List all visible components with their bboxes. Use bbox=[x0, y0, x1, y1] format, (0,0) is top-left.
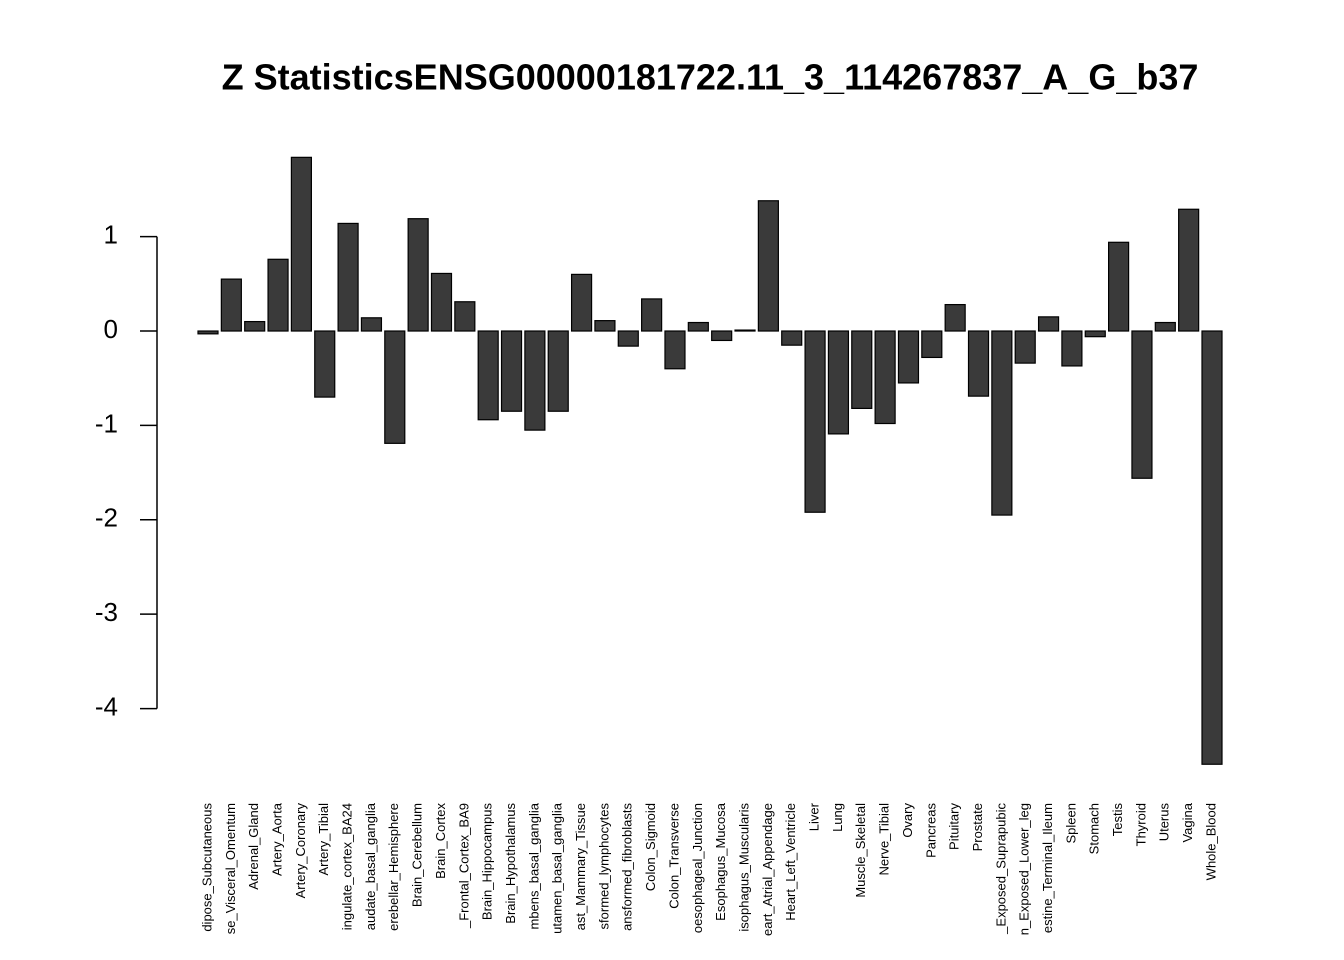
bar bbox=[711, 330, 733, 342]
y-tick-label: -3 bbox=[95, 597, 118, 627]
bar bbox=[944, 303, 966, 332]
x-tick-label: audate_basal_ganglia bbox=[363, 802, 378, 930]
x-tick-label: eart_Atrial_Appendage bbox=[760, 803, 775, 936]
bar bbox=[1037, 316, 1060, 332]
x-tick-label: oesophageal_Junction bbox=[690, 803, 705, 933]
bar bbox=[500, 330, 523, 412]
bar bbox=[991, 330, 1013, 516]
x-tick-label: sformed_lymphocytes bbox=[596, 803, 611, 930]
bar bbox=[454, 301, 476, 332]
bar bbox=[967, 330, 990, 397]
bar bbox=[641, 298, 663, 332]
bar bbox=[570, 273, 593, 332]
y-tick-label: -2 bbox=[95, 503, 118, 533]
bar bbox=[267, 258, 289, 332]
x-tick-label: Lung bbox=[830, 803, 845, 832]
bar bbox=[1014, 330, 1036, 364]
bar bbox=[314, 330, 336, 398]
x-tick-label: Pancreas bbox=[923, 803, 938, 858]
y-tick-label: 1 bbox=[104, 220, 118, 250]
bar bbox=[1201, 330, 1223, 765]
bar bbox=[337, 222, 359, 332]
bar bbox=[734, 329, 756, 332]
x-tick-label: _Exposed_Suprapubic bbox=[993, 803, 1008, 935]
bar bbox=[851, 330, 873, 410]
x-tick-label: Prostate bbox=[970, 803, 985, 851]
x-tick-label: Muscle_Skeletal bbox=[853, 803, 868, 898]
x-tick-label: Esophagus_Mucosa bbox=[713, 802, 728, 921]
x-tick-label: Adrenal_Gland bbox=[246, 803, 261, 890]
bar bbox=[1131, 330, 1153, 479]
bar bbox=[594, 320, 616, 332]
x-tick-label: Pituitary bbox=[947, 803, 962, 850]
x-tick-label: Brain_Cerebellum bbox=[410, 803, 425, 907]
x-tick-label: mbens_basal_ganglia bbox=[526, 802, 541, 929]
y-tick-label: -4 bbox=[95, 691, 118, 721]
x-tick-label: Stomach bbox=[1087, 803, 1102, 854]
x-tick-label: Colon_Sigmoid bbox=[643, 803, 658, 891]
bar bbox=[1061, 330, 1083, 367]
x-tick-label: Nerve_Tibial bbox=[877, 803, 892, 876]
bar bbox=[384, 330, 406, 444]
bar bbox=[360, 317, 383, 332]
bar bbox=[781, 330, 803, 346]
bar bbox=[290, 156, 312, 332]
x-tick-label: Artery_Aorta bbox=[269, 802, 284, 876]
x-tick-label: Brain_Cortex bbox=[433, 803, 448, 879]
bar bbox=[664, 330, 686, 370]
x-tick-label: _Frontal_Cortex_BA9 bbox=[456, 803, 471, 929]
bar bbox=[757, 200, 779, 332]
x-tick-label: isophagus_Muscularis bbox=[736, 803, 751, 932]
chart-title: Z StatisticsENSG00000181722.11_3_1142678… bbox=[222, 57, 1199, 98]
x-tick-label: ansformed_fibroblasts bbox=[620, 803, 635, 931]
x-tick-label: ast_Mammary_Tissue bbox=[573, 803, 588, 930]
x-tick-label: Heart_Left_Ventricle bbox=[783, 803, 798, 921]
x-tick-label: Whole_Blood bbox=[1203, 803, 1218, 880]
bar bbox=[524, 330, 546, 431]
bar bbox=[874, 330, 896, 425]
bar bbox=[244, 320, 266, 332]
x-tick-label: Thyroid bbox=[1133, 803, 1148, 846]
bar bbox=[1178, 208, 1200, 332]
bar bbox=[1154, 321, 1176, 332]
x-tick-label: Artery_Coronary bbox=[293, 803, 308, 899]
bar bbox=[1084, 330, 1106, 338]
bar bbox=[477, 330, 499, 421]
bar bbox=[687, 321, 709, 332]
x-tick-label: ingulate_cortex_BA24 bbox=[340, 803, 355, 930]
y-tick-label: 0 bbox=[104, 314, 118, 344]
bar bbox=[430, 272, 453, 332]
x-tick-label: utamen_basal_ganglia bbox=[550, 802, 565, 934]
bar bbox=[921, 330, 943, 359]
bar bbox=[547, 330, 569, 412]
x-tick-label: dipose_Subcutaneous bbox=[199, 803, 214, 932]
bar bbox=[1108, 241, 1130, 332]
x-tick-label: erebellar_Hemisphere bbox=[386, 803, 401, 931]
x-tick-label: Vagina bbox=[1180, 802, 1195, 842]
x-tick-label: Uterus bbox=[1157, 803, 1172, 842]
bar bbox=[197, 330, 219, 335]
x-tick-label: Testis bbox=[1110, 803, 1125, 837]
x-tick-label: Brain_Hippocampus bbox=[480, 803, 495, 921]
x-tick-label: Ovary bbox=[900, 803, 915, 838]
bar bbox=[220, 278, 242, 332]
x-tick-label: estine_Terminal_Ileum bbox=[1040, 803, 1055, 933]
x-tick-label: n_Exposed_Lower_leg bbox=[1017, 803, 1032, 935]
bar bbox=[827, 330, 850, 435]
y-tick-label: -1 bbox=[95, 408, 118, 438]
bar bbox=[804, 330, 826, 513]
bar bbox=[617, 330, 639, 347]
bar bbox=[897, 330, 920, 384]
x-tick-label: Brain_Hypothalamus bbox=[503, 803, 518, 924]
x-tick-label: Colon_Transverse bbox=[666, 803, 681, 909]
bar bbox=[407, 218, 429, 332]
x-tick-label: se_Visceral_Omentum bbox=[223, 803, 238, 934]
x-tick-label: Spleen bbox=[1063, 803, 1078, 843]
x-tick-label: Artery_Tibial bbox=[316, 803, 331, 876]
x-tick-label: Liver bbox=[807, 802, 822, 831]
